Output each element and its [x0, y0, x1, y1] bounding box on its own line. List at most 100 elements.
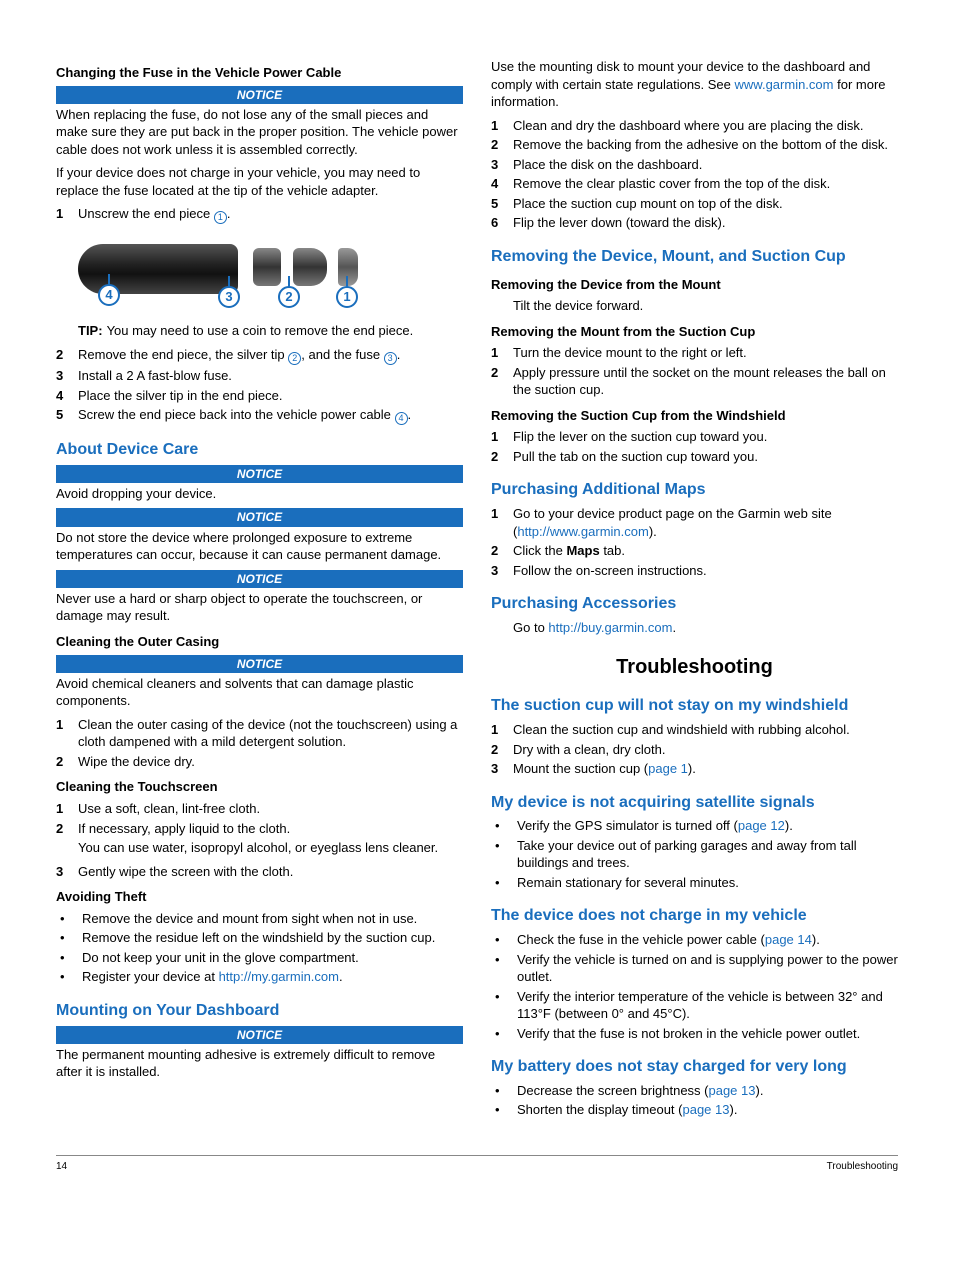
suction-steps: 1Clean the suction cup and windshield wi…: [491, 721, 898, 778]
link-garmin-www[interactable]: http://www.garmin.com: [517, 524, 649, 539]
fuse-diagram: 4 3 2 1: [78, 234, 358, 314]
list-item: Verify the vehicle is turned on and is s…: [517, 951, 898, 986]
remove-mount-steps: 1Turn the device mount to the right or l…: [491, 344, 898, 399]
list-item: Take your device out of parking garages …: [517, 837, 898, 872]
callout-3-icon: 3: [384, 352, 397, 365]
touch-steps: 1Use a soft, clean, lint-free cloth. 2 I…: [56, 800, 463, 880]
list-item: Decrease the screen brightness (page 13)…: [517, 1082, 763, 1100]
list-item: Go to your device product page on the Ga…: [513, 505, 898, 540]
list-item: Turn the device mount to the right or le…: [513, 344, 898, 362]
heading-dashboard: Mounting on Your Dashboard: [56, 1000, 463, 1022]
notice-bar: NOTICE: [56, 465, 463, 483]
page-footer: 14 Troubleshooting: [56, 1155, 898, 1174]
fuse-step-1: Unscrew the end piece 1.: [78, 205, 463, 224]
notice-text: Avoid dropping your device.: [56, 485, 463, 503]
list-item: Click the Maps tab.: [513, 542, 898, 560]
callout-1-icon: 1: [214, 211, 227, 224]
list-item: Apply pressure until the socket on the m…: [513, 364, 898, 399]
heading-accessories: Purchasing Accessories: [491, 593, 898, 615]
link-page-13a[interactable]: page 13: [708, 1083, 755, 1098]
list-item: Check the fuse in the vehicle power cabl…: [517, 931, 820, 949]
link-page-1[interactable]: page 1: [648, 761, 688, 776]
heading-charge-issue: The device does not charge in my vehicle: [491, 905, 898, 927]
callout-2-icon: 2: [288, 352, 301, 365]
notice-text: Never use a hard or sharp object to oper…: [56, 590, 463, 625]
heading-touchscreen: Cleaning the Touchscreen: [56, 778, 463, 796]
fuse-step-3: Install a 2 A fast-blow fuse.: [78, 367, 463, 385]
list-item: Mount the suction cup (page 1).: [513, 760, 898, 778]
link-buy-garmin[interactable]: http://buy.garmin.com: [548, 620, 672, 635]
charge-list: Check the fuse in the vehicle power cabl…: [491, 931, 898, 1042]
link-my-garmin[interactable]: http://my.garmin.com: [219, 969, 339, 984]
notice-text: The permanent mounting adhesive is extre…: [56, 1046, 463, 1081]
theft-item: Register your device at http://my.garmin…: [82, 968, 343, 986]
fuse-steps: 1Unscrew the end piece 1.: [56, 205, 463, 224]
list-item: Clean the suction cup and windshield wit…: [513, 721, 898, 739]
theft-item: Remove the residue left on the windshiel…: [82, 929, 435, 947]
heading-maps: Purchasing Additional Maps: [491, 479, 898, 501]
notice-text: Do not store the device where prolonged …: [56, 529, 463, 564]
notice-bar: NOTICE: [56, 655, 463, 673]
touch-step-2: If necessary, apply liquid to the cloth.…: [78, 820, 463, 861]
list-item: Verify the GPS simulator is turned off (…: [517, 817, 793, 835]
fuse-step-2: Remove the end piece, the silver tip 2, …: [78, 346, 463, 365]
theft-item: Remove the device and mount from sight w…: [82, 910, 417, 928]
accessories-text: Go to http://buy.garmin.com.: [513, 619, 898, 637]
batt-list: Decrease the screen brightness (page 13)…: [491, 1082, 898, 1119]
heading-device-care: About Device Care: [56, 439, 463, 461]
list-item: Shorten the display timeout (page 13).: [517, 1101, 737, 1119]
theft-item: Do not keep your unit in the glove compa…: [82, 949, 359, 967]
page-number: 14: [56, 1160, 67, 1174]
subheading-remove-mount: Removing the Mount from the Suction Cup: [491, 323, 898, 341]
heading-troubleshooting: Troubleshooting: [491, 654, 898, 681]
dash-step: Place the suction cup mount on top of th…: [513, 195, 898, 213]
fuse-step-5: Screw the end piece back into the vehicl…: [78, 406, 463, 425]
fuse-steps-cont: 2Remove the end piece, the silver tip 2,…: [56, 346, 463, 425]
notice-bar: NOTICE: [56, 508, 463, 526]
subheading-remove-suction: Removing the Suction Cup from the Windsh…: [491, 407, 898, 425]
dash-step: Clean and dry the dashboard where you ar…: [513, 117, 898, 135]
right-column: Use the mounting disk to mount your devi…: [491, 56, 898, 1125]
dash-step: Flip the lever down (toward the disk).: [513, 214, 898, 232]
outer-step-2: Wipe the device dry.: [78, 753, 463, 771]
remove-device-text: Tilt the device forward.: [513, 297, 898, 315]
left-column: Changing the Fuse in the Vehicle Power C…: [56, 56, 463, 1125]
two-column-layout: Changing the Fuse in the Vehicle Power C…: [56, 56, 898, 1125]
dash-step: Remove the clear plastic cover from the …: [513, 175, 898, 193]
fuse-tip: TIP: You may need to use a coin to remov…: [78, 322, 463, 340]
list-item: Dry with a clean, dry cloth.: [513, 741, 898, 759]
fuse-intro: If your device does not charge in your v…: [56, 164, 463, 199]
link-garmin[interactable]: www.garmin.com: [735, 77, 834, 92]
list-item: Verify the interior temperature of the v…: [517, 988, 898, 1023]
link-page-13b[interactable]: page 13: [682, 1102, 729, 1117]
list-item: Remain stationary for several minutes.: [517, 874, 739, 892]
heading-satellite-issue: My device is not acquiring satellite sig…: [491, 792, 898, 814]
dash-steps: 1Clean and dry the dashboard where you a…: [491, 117, 898, 232]
heading-battery-issue: My battery does not stay charged for ver…: [491, 1056, 898, 1078]
link-page-14[interactable]: page 14: [765, 932, 812, 947]
fuse-step-4: Place the silver tip in the end piece.: [78, 387, 463, 405]
link-page-12[interactable]: page 12: [738, 818, 785, 833]
dash-step: Remove the backing from the adhesive on …: [513, 136, 898, 154]
outer-steps: 1Clean the outer casing of the device (n…: [56, 716, 463, 771]
sat-list: Verify the GPS simulator is turned off (…: [491, 817, 898, 891]
list-item: Verify that the fuse is not broken in th…: [517, 1025, 860, 1043]
notice-bar: NOTICE: [56, 1026, 463, 1044]
heading-removing: Removing the Device, Mount, and Suction …: [491, 246, 898, 268]
list-item: Pull the tab on the suction cup toward y…: [513, 448, 898, 466]
maps-steps: 1Go to your device product page on the G…: [491, 505, 898, 579]
callout-4-icon: 4: [395, 412, 408, 425]
dash-step: Place the disk on the dashboard.: [513, 156, 898, 174]
touch-step-1: Use a soft, clean, lint-free cloth.: [78, 800, 463, 818]
heading-outer-casing: Cleaning the Outer Casing: [56, 633, 463, 651]
list-item: Flip the lever on the suction cup toward…: [513, 428, 898, 446]
notice-text: When replacing the fuse, do not lose any…: [56, 106, 463, 159]
footer-section: Troubleshooting: [827, 1160, 898, 1174]
touch-step-3: Gently wipe the screen with the cloth.: [78, 863, 463, 881]
notice-text: Avoid chemical cleaners and solvents tha…: [56, 675, 463, 710]
outer-step-1: Clean the outer casing of the device (no…: [78, 716, 463, 751]
heading-theft: Avoiding Theft: [56, 888, 463, 906]
notice-bar: NOTICE: [56, 570, 463, 588]
theft-list: Remove the device and mount from sight w…: [56, 910, 463, 986]
dash-para: Use the mounting disk to mount your devi…: [491, 58, 898, 111]
